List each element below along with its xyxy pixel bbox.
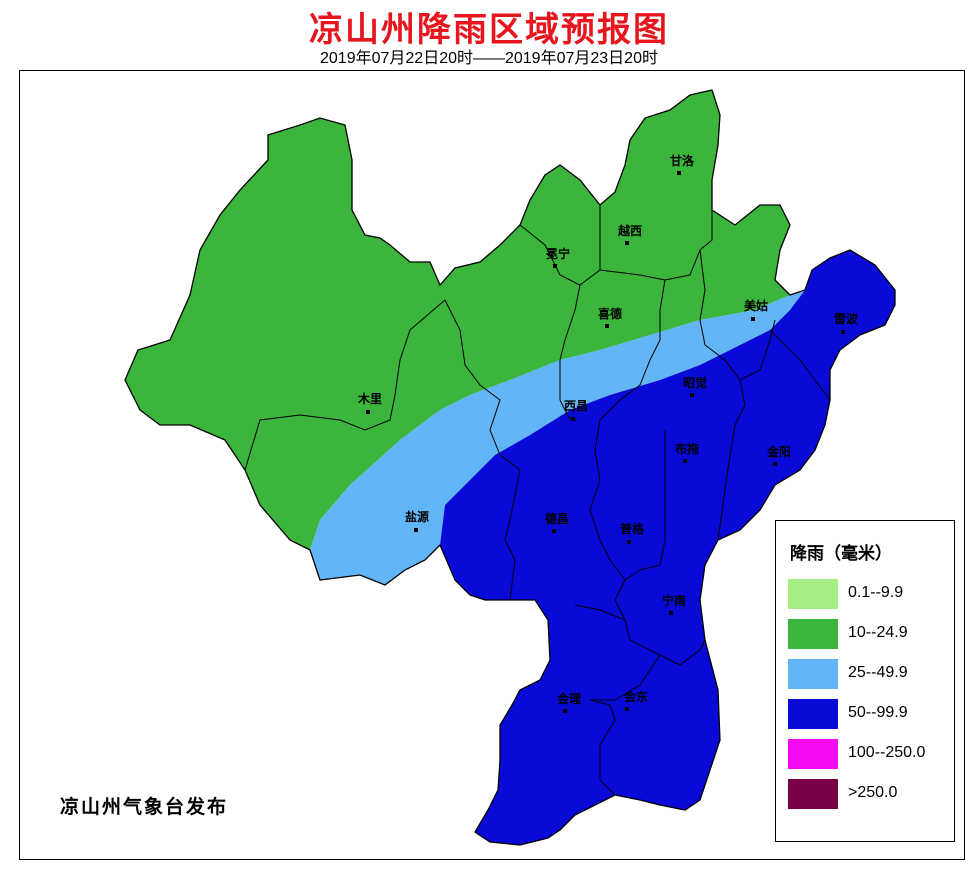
legend-label: 10--24.9 [848,624,908,641]
legend-label: 0.1--9.9 [848,584,904,601]
county-label-huidong: 会东 [624,690,649,704]
legend-label: >250.0 [848,784,898,801]
county-dot-zhaojue [690,393,694,397]
legend-item: 25--49.9 [788,659,948,689]
county-label-huili: 会理 [557,692,582,706]
county-boundaries [124,89,896,846]
county-dot-huili [563,709,567,713]
county-dot-meigu [751,317,755,321]
legend-swatch [788,779,838,809]
region-rain-50-99 [440,250,895,845]
county-dot-jinyang [773,462,777,466]
legend-swatch [788,699,838,729]
region-rain-25-49 [310,290,805,585]
county-label-xide: 喜德 [598,307,623,321]
county-label-yuexi: 越西 [618,224,643,238]
county-dot-xide [605,324,609,328]
legend-swatch [788,619,838,649]
legend-title: 降雨（毫米） [790,544,892,564]
legend-label: 50--99.9 [848,704,908,721]
county-label-meigu: 美姑 [744,299,769,313]
county-dot-yanyuan [414,528,418,532]
county-label-xichang: 西昌 [564,399,589,413]
legend-swatch [788,659,838,689]
publisher-label: 凉山州气象台发布 [60,796,229,818]
legend-label: 25--49.9 [848,664,908,681]
legend-item: 10--24.9 [788,619,948,649]
map-title: 凉山州降雨区域预报图 [309,10,669,50]
county-dot-butuo [683,459,687,463]
county-dot-leibo [841,330,845,334]
legend-item: 0.1--9.9 [788,579,948,609]
county-dot-dechang [552,529,556,533]
county-label-puge: 普格 [620,522,645,536]
legend-item: 100--250.0 [788,739,948,769]
county-dot-ningnan [669,611,673,615]
county-label-ganluo: 甘洛 [670,154,695,168]
legend-swatch [788,579,838,609]
county-dot-yuexi [625,241,629,245]
county-label-muli: 木里 [358,392,383,406]
legend-item: >250.0 [788,779,948,809]
county-dot-ganluo [677,171,681,175]
legend: 降雨（毫米） 0.1--9.9 10--24.9 25--49.9 50--99… [775,520,955,842]
county-dot-muli [366,410,370,414]
map-frame [19,70,965,860]
county-dot-mianning [553,264,557,268]
county-dot-huidong [625,707,629,711]
county-label-yanyuan: 盐源 [405,510,430,524]
legend-item: 50--99.9 [788,699,948,729]
legend-label: 100--250.0 [848,744,926,761]
region-rain-10-24 [125,90,790,550]
county-dot-puge [627,540,631,544]
county-dot-xichang [571,417,575,421]
county-label-butuo: 布拖 [675,442,700,456]
county-label-ningnan: 宁南 [662,594,687,608]
forecast-period: 2019年07月22日20时——2019年07月23日20时 [320,50,658,67]
county-label-zhaojue: 昭觉 [683,376,708,390]
legend-swatch [788,739,838,769]
county-label-mianning: 冕宁 [546,247,571,261]
county-label-leibo: 雷波 [834,312,859,326]
county-label-jinyang: 金阳 [767,445,792,459]
county-label-dechang: 德昌 [545,512,570,526]
